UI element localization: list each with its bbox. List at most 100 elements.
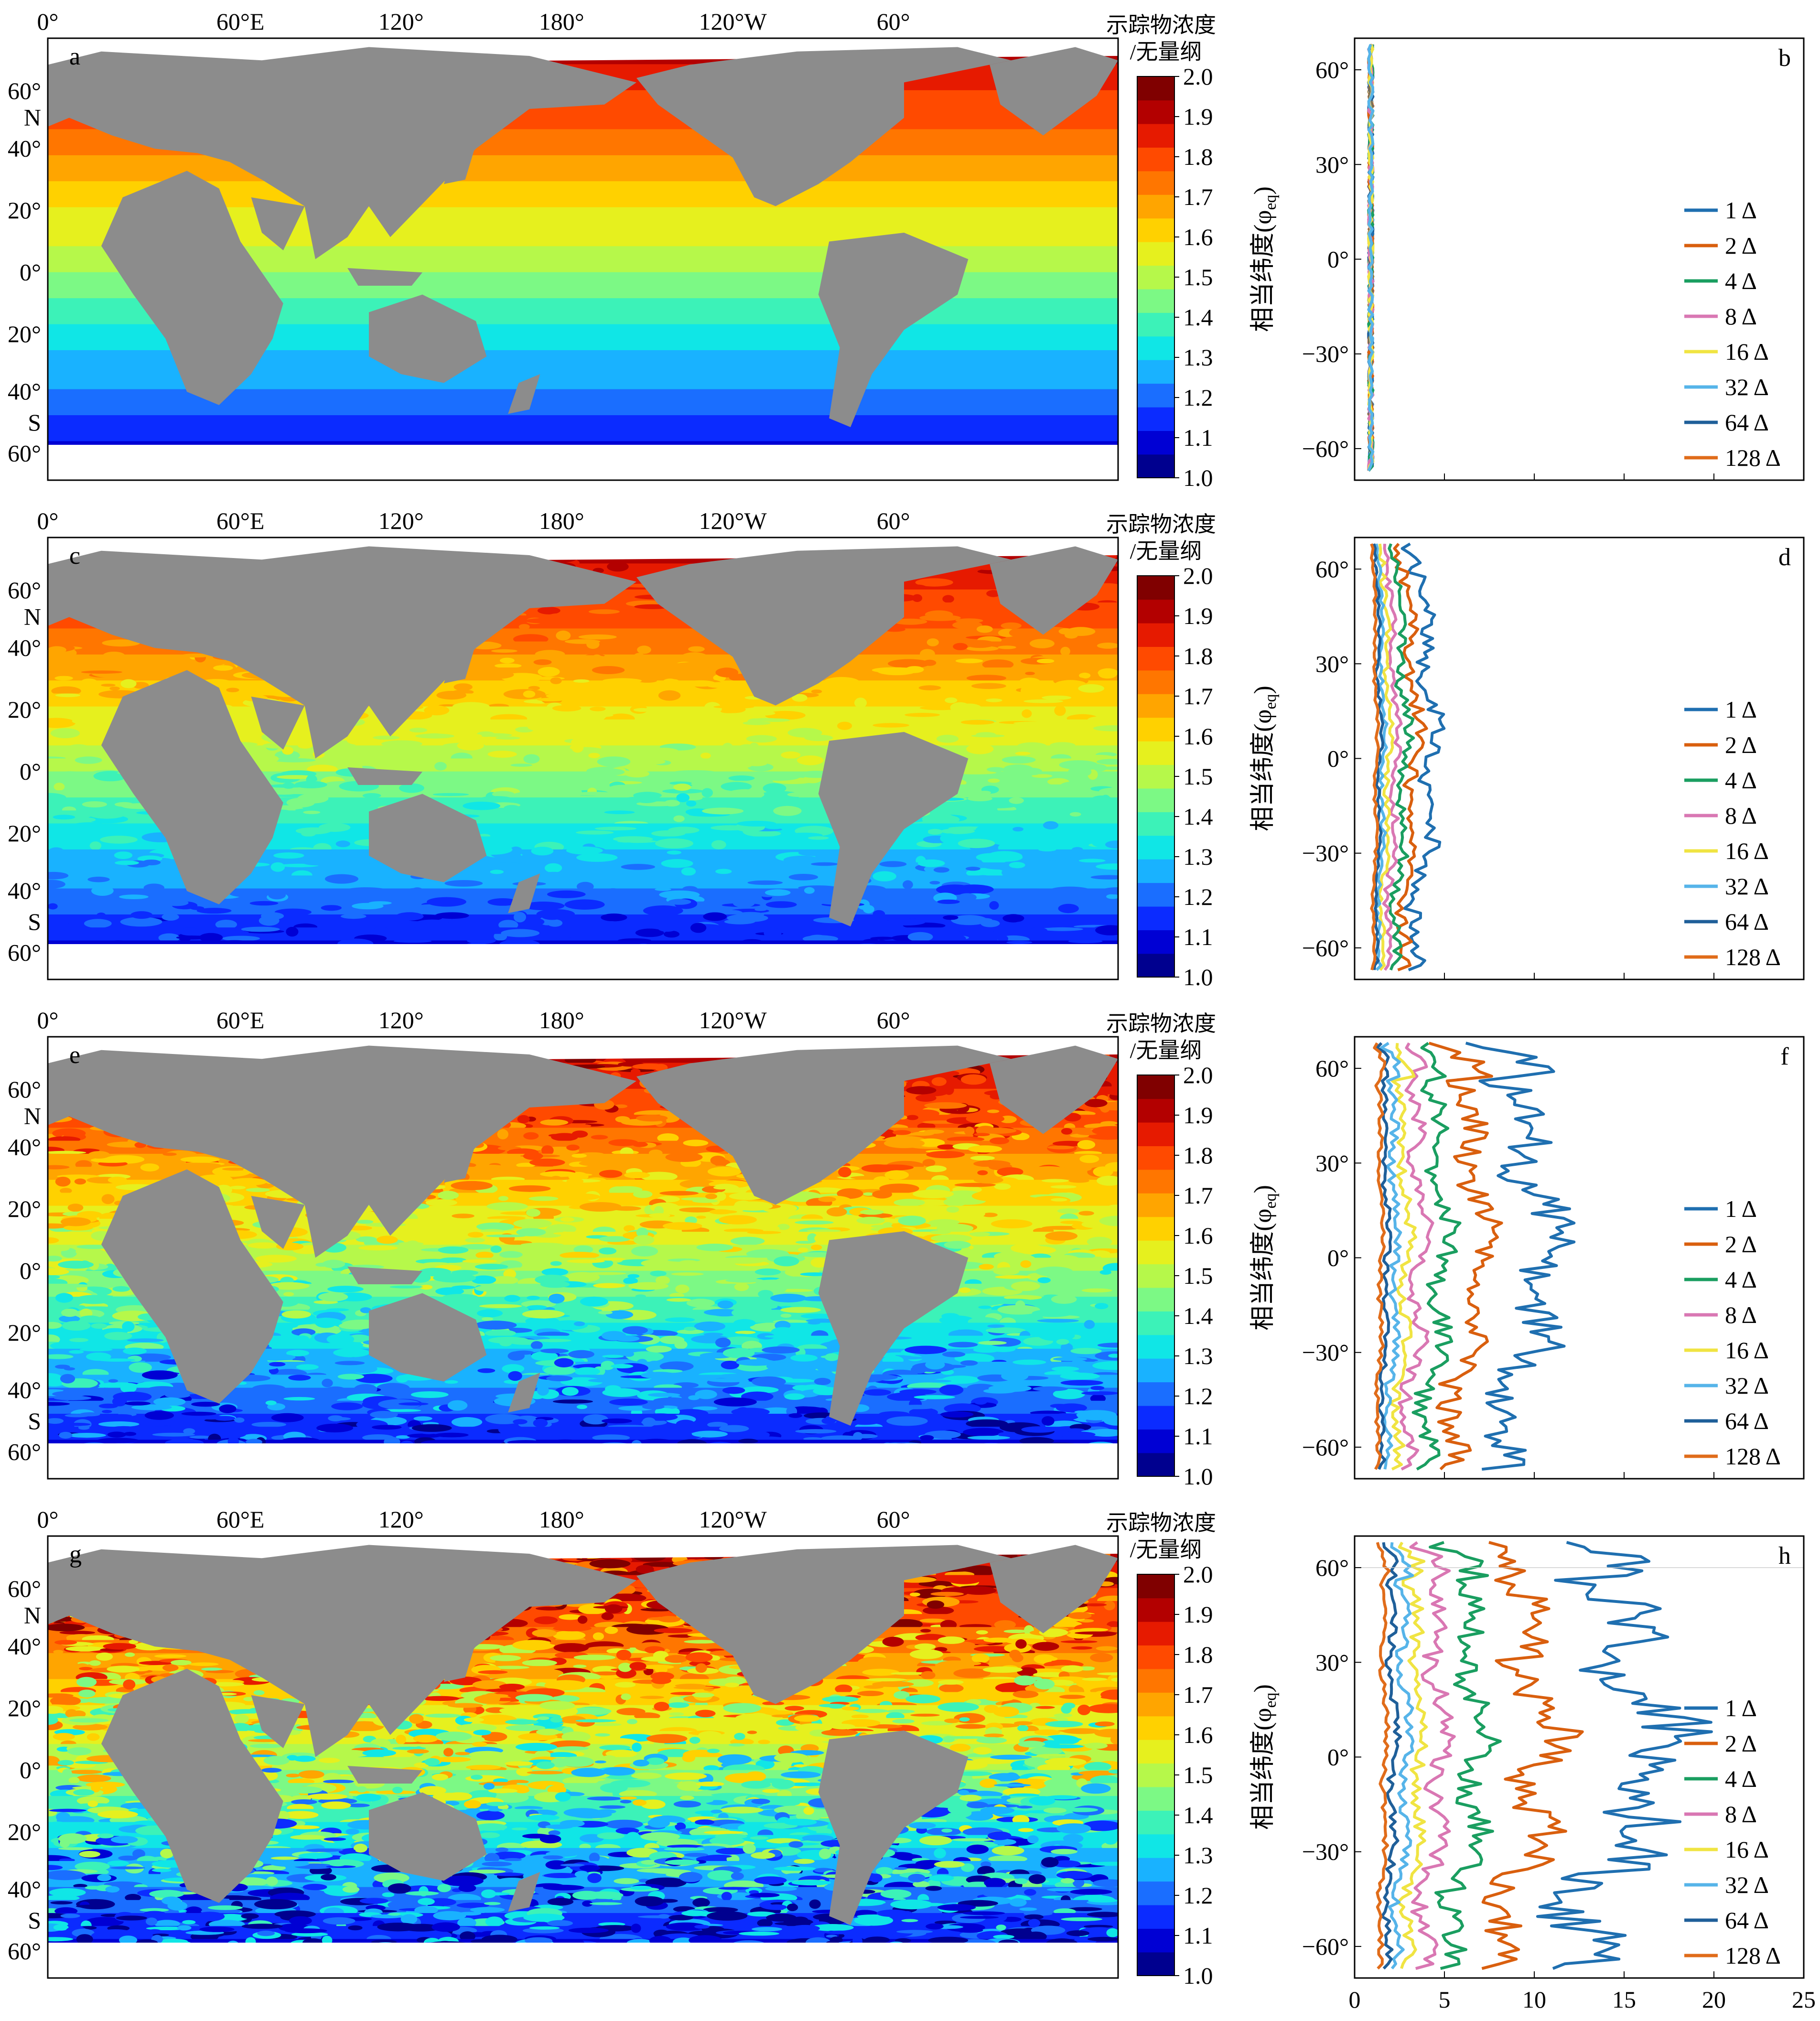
- tracer-eddy: [692, 1207, 705, 1212]
- tracer-eddy: [358, 808, 370, 816]
- tracer-eddy: [646, 706, 672, 711]
- tracer-eddy: [631, 1246, 658, 1257]
- tracer-eddy: [971, 1191, 1012, 1202]
- tracer-eddy: [544, 863, 562, 873]
- tracer-eddy: [986, 590, 1001, 597]
- tracer-eddy: [1045, 785, 1066, 794]
- tracer-eddy: [719, 1215, 757, 1225]
- tracer-eddy: [894, 1199, 925, 1206]
- tracer-eddy: [1075, 1262, 1097, 1267]
- tracer-eddy: [571, 655, 611, 664]
- tracer-eddy: [565, 787, 582, 797]
- tracer-eddy: [925, 1360, 945, 1370]
- tracer-eddy: [215, 920, 237, 929]
- land-japan: [443, 1143, 476, 1183]
- tracer-eddy: [618, 824, 650, 828]
- tracer-eddy: [560, 1252, 600, 1259]
- tracer-eddy: [936, 734, 959, 743]
- tracer-eddy: [780, 1313, 792, 1318]
- tracer-eddy: [91, 1323, 108, 1329]
- tracer-eddy: [655, 888, 671, 891]
- tracer-eddy: [987, 1109, 1000, 1113]
- tracer-eddy: [678, 1260, 699, 1266]
- tracer-eddy: [946, 1206, 959, 1213]
- tracer-eddy: [953, 643, 968, 650]
- tracer-eddy: [537, 607, 560, 614]
- tracer-eddy: [382, 878, 398, 886]
- tracer-eddy: [178, 928, 202, 936]
- tracer-eddy: [688, 646, 705, 652]
- tracer-eddy: [495, 736, 520, 740]
- tracer-eddy: [487, 751, 517, 758]
- tracer-eddy: [438, 1246, 469, 1254]
- tracer-eddy: [328, 820, 346, 824]
- tracer-eddy: [633, 1190, 653, 1198]
- tracer-eddy: [795, 1406, 812, 1409]
- tracer-eddy: [1042, 695, 1072, 700]
- tracer-eddy: [434, 1432, 469, 1438]
- tracer-eddy: [754, 908, 767, 911]
- tracer-eddy: [78, 1425, 90, 1430]
- tracer-eddy: [591, 1135, 608, 1140]
- tracer-eddy: [608, 1139, 638, 1147]
- land-northAmerica: [636, 1045, 1011, 1205]
- tracer-eddy: [439, 778, 459, 782]
- tracer-eddy: [476, 1222, 515, 1231]
- tracer-eddy: [703, 738, 740, 742]
- tracer-eddy: [48, 718, 76, 728]
- tracer-eddy: [553, 1232, 583, 1235]
- tracer-eddy: [787, 792, 812, 797]
- tracer-eddy: [579, 1160, 615, 1167]
- tracer-eddy: [465, 1237, 485, 1243]
- tracer-eddy: [599, 1236, 630, 1242]
- tracer-eddy: [296, 1364, 319, 1370]
- tracer-eddy: [72, 904, 88, 911]
- tracer-band: [48, 194, 1118, 208]
- tracer-eddy: [313, 929, 330, 935]
- lat-tick-label: 60°: [8, 577, 41, 603]
- tracer-eddy: [814, 1377, 831, 1386]
- tracer-eddy: [633, 670, 648, 679]
- panel-letter: e: [69, 1042, 80, 1069]
- tracer-eddy: [737, 820, 776, 827]
- tracer-eddy: [676, 1419, 696, 1429]
- tracer-eddy: [140, 1163, 160, 1172]
- tracer-eddy: [158, 933, 180, 943]
- tracer-eddy: [1063, 1165, 1092, 1172]
- tracer-eddy: [1060, 646, 1070, 656]
- tracer-eddy: [275, 750, 300, 761]
- tracer-eddy: [181, 1411, 216, 1416]
- tracer-eddy: [686, 800, 697, 807]
- tracer-eddy: [541, 1268, 569, 1276]
- tracer-eddy: [722, 1348, 755, 1358]
- tracer-eddy: [356, 1220, 374, 1224]
- tracer-eddy: [376, 750, 397, 758]
- tracer-eddy: [905, 666, 924, 673]
- tracer-eddy: [180, 1156, 220, 1163]
- tracer-eddy: [903, 644, 924, 655]
- tracer-eddy: [560, 852, 572, 859]
- tracer-eddy: [523, 1132, 539, 1140]
- tracer-eddy: [382, 1409, 421, 1412]
- tracer-eddy: [268, 891, 286, 900]
- tracer-eddy: [920, 706, 959, 710]
- land-eurasia: [48, 47, 636, 259]
- tracer-eddy: [560, 1217, 575, 1222]
- lon-tick-label: 0°: [37, 1007, 59, 1033]
- tracer-eddy: [998, 1432, 1011, 1437]
- lat-tick-label: 40°: [8, 634, 41, 661]
- tracer-eddy: [452, 702, 490, 711]
- tracer-eddy: [48, 1418, 64, 1424]
- tracer-eddy: [960, 720, 994, 725]
- tracer-eddy: [60, 1188, 72, 1194]
- tracer-eddy: [804, 734, 833, 742]
- no-data-region: [48, 1443, 1118, 1479]
- tracer-eddy: [931, 1234, 972, 1242]
- tracer-eddy: [467, 1232, 484, 1238]
- tracer-eddy: [1004, 734, 1029, 738]
- tracer-eddy: [691, 1430, 728, 1438]
- tracer-eddy: [98, 1421, 140, 1427]
- tracer-eddy: [123, 1431, 137, 1436]
- tracer-eddy: [720, 836, 759, 842]
- tracer-eddy: [623, 1277, 638, 1285]
